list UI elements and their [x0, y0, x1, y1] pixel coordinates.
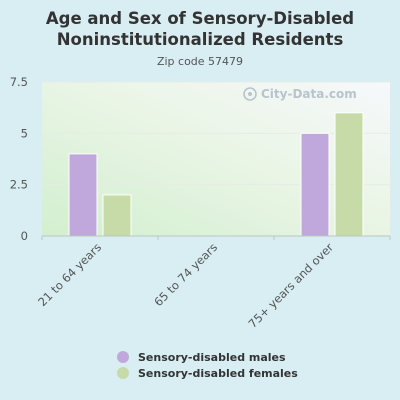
- x-tick-label: 75+ years and over: [245, 240, 336, 331]
- legend-item-males: Sensory-disabled males: [117, 349, 298, 365]
- bar-sensory-disabled-females-2: [334, 112, 364, 237]
- chart-title: Age and Sex of Sensory-Disabled Noninsti…: [0, 8, 400, 50]
- chart-title-line-2: Noninstitutionalized Residents: [56, 30, 344, 49]
- watermark-text: City-Data.com: [261, 87, 357, 101]
- legend-item-females: Sensory-disabled females: [117, 365, 298, 381]
- y-tick-label: 2.5: [10, 178, 28, 192]
- legend-swatch-males: [117, 351, 129, 363]
- y-tick-label: 5: [21, 126, 28, 140]
- x-tick-label: 65 to 74 years: [151, 240, 220, 309]
- plot-area: [42, 82, 390, 236]
- x-tick-label: 21 to 64 years: [35, 240, 104, 309]
- grid-lines: [42, 81, 390, 186]
- legend-label-females: Sensory-disabled females: [138, 366, 298, 380]
- y-tick-label: 0: [21, 229, 28, 243]
- chart-title-line-1: Age and Sex of Sensory-Disabled: [45, 9, 355, 28]
- bar-sensory-disabled-females-0: [102, 194, 132, 237]
- legend: Sensory-disabled males Sensory-disabled …: [117, 349, 298, 381]
- legend-swatch-females: [117, 367, 129, 379]
- bars: [68, 112, 364, 237]
- bar-sensory-disabled-males-0: [68, 153, 98, 237]
- bar-sensory-disabled-males-2: [300, 132, 330, 237]
- watermark-icon-dot: [248, 92, 252, 96]
- y-tick-label: 7.5: [10, 75, 28, 89]
- watermark-icon: [243, 87, 257, 101]
- watermark: City-Data.com: [243, 87, 357, 101]
- legend-label-males: Sensory-disabled males: [138, 350, 286, 364]
- chart-subtitle: Zip code 57479: [156, 55, 244, 68]
